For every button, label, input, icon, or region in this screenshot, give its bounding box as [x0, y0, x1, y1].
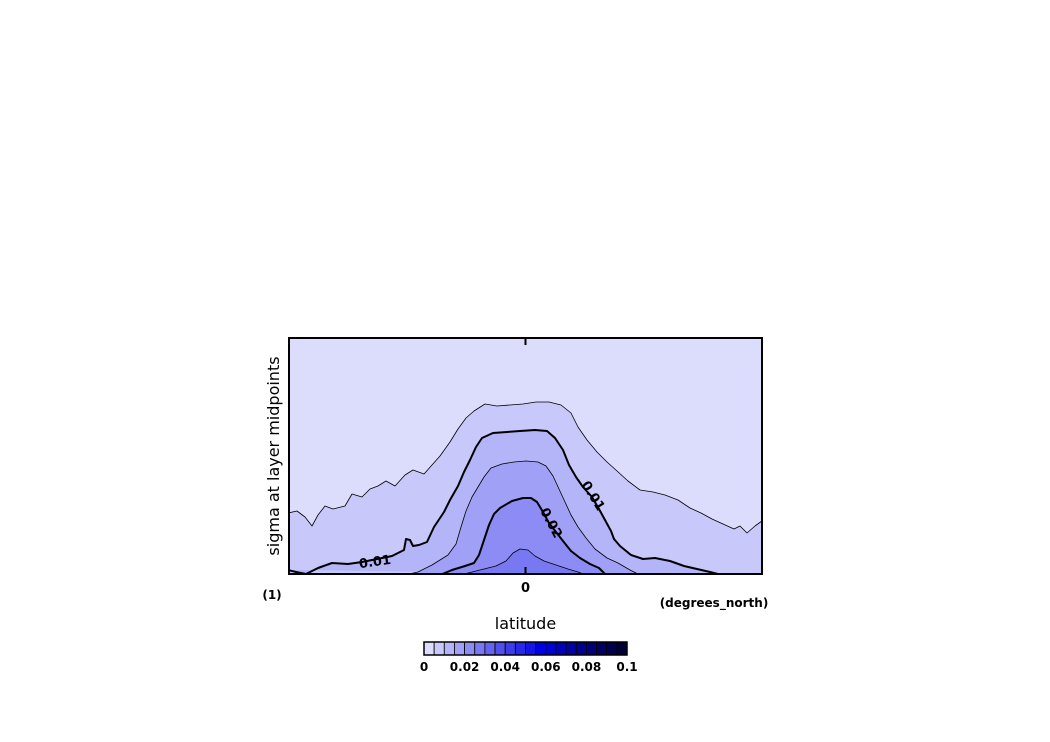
- colorbar-cell: [484, 641, 496, 656]
- colorbar-cell: [443, 641, 455, 656]
- colorbar-cell: [535, 641, 547, 656]
- contour-line: [439, 497, 607, 574]
- colorbar-tick-label: 0.02: [450, 660, 480, 674]
- x-tick-label: 0: [521, 581, 530, 596]
- colorbar-cell: [586, 641, 597, 656]
- colorbar-cell: [423, 641, 435, 656]
- contour-line: [406, 460, 639, 574]
- colorbar-cell: [433, 641, 445, 656]
- colorbar-cell: [575, 641, 587, 656]
- contour-line: [289, 401, 762, 534]
- x-units-label: (degrees_north): [660, 596, 769, 611]
- colorbar-tick-label: 0.04: [490, 660, 520, 674]
- contour-line: [289, 429, 723, 574]
- contour-band: [464, 549, 584, 574]
- colorbar-tick-label: 0.08: [572, 660, 602, 674]
- colorbar-cell: [606, 641, 618, 656]
- colorbar-cell: [525, 641, 537, 656]
- colorbar-cell: [464, 641, 476, 656]
- colorbar-cell: [494, 641, 506, 656]
- colorbar-cell: [555, 641, 567, 656]
- contour-band: [442, 498, 605, 574]
- colorbar: 0 0.02 0.04 0.06 0.08 0.1: [420, 641, 638, 674]
- y-units-label: (1): [262, 588, 281, 602]
- contour-label: 0.01: [358, 553, 392, 572]
- colorbar-cell: [545, 641, 557, 656]
- contour-line: [462, 548, 585, 574]
- colorbar-cell: [454, 641, 466, 656]
- colorbar-cell: [565, 641, 577, 656]
- plot-area: [288, 337, 763, 575]
- colorbar-tick-label: 0: [420, 660, 428, 674]
- colorbar-frame: [423, 641, 628, 656]
- colorbar-tick-label: 0.1: [616, 660, 637, 674]
- colorbar-tick-label: 0.06: [531, 660, 561, 674]
- colorbar-cell: [474, 641, 486, 656]
- colorbar-cell: [596, 641, 608, 656]
- y-axis-label: sigma at layer midpoints: [264, 356, 283, 555]
- colorbar-cell: [616, 641, 628, 656]
- colorbar-cell: [504, 641, 516, 656]
- x-axis-label: latitude: [495, 614, 556, 633]
- colorbar-cell: [514, 641, 526, 656]
